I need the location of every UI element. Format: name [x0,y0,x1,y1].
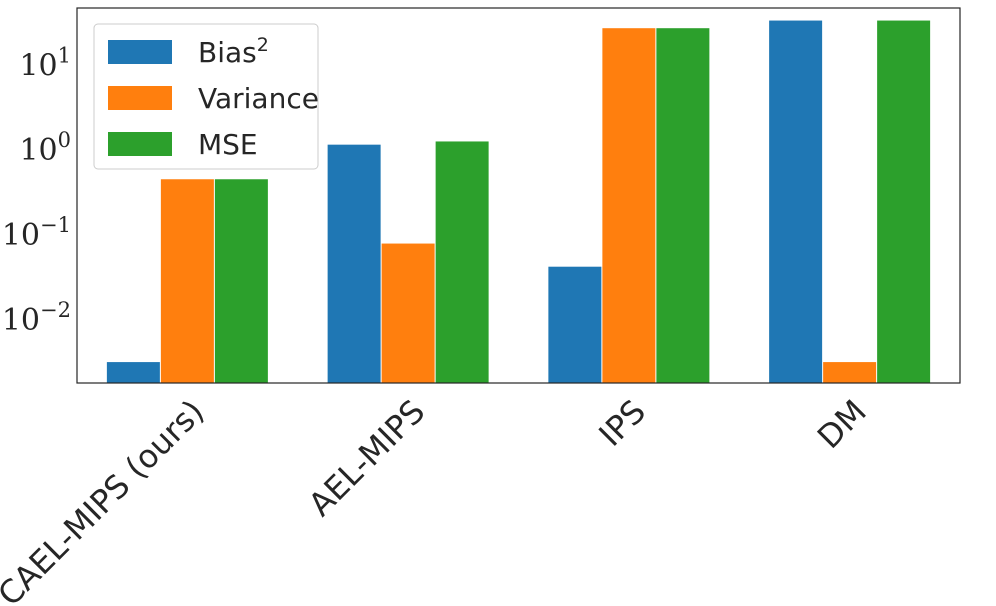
x-tick-label-dm: DM [810,392,874,456]
legend-label-mse: MSE [198,128,258,161]
legend-label-bias-superscript: 2 [257,34,269,56]
legend-swatch-mse [108,132,172,156]
bar-mse-ips [656,28,710,383]
bar-variance-dm [823,362,877,383]
y-tick-label: 100 [19,128,71,168]
bar-bias-cael-mips-ours [106,362,160,383]
y-tick-base: 10 [19,48,57,83]
y-tick-label: 101 [19,43,71,83]
legend-label-bias: Bias2 [198,34,269,69]
legend-swatch-variance [108,86,172,110]
bar-mse-ael-mips [435,141,489,383]
bars-layer [106,20,931,384]
x-tick-label-ael-mips: AEL-MIPS [301,392,432,523]
legend-swatch-bias [108,40,172,64]
bar-bias-ael-mips [327,144,381,383]
bar-variance-ael-mips [381,243,435,383]
axes-frame [76,7,961,384]
y-tick-base: 10 [19,133,57,168]
y-tick-exponent: 0 [58,128,71,152]
y-tick-label: 10−1 [2,213,71,253]
x-tick-label-cael-mips-ours: CAEL-MIPS (ours) [0,392,212,606]
bar-mse-dm [877,20,931,384]
legend-label-bias-name: Bias [198,36,257,69]
bar-bias-ips [548,266,602,383]
bar-variance-cael-mips-ours [160,179,214,383]
y-tick-exponent: −2 [40,298,71,322]
bar-variance-ips [602,28,656,383]
x-axis-tick-labels: CAEL-MIPS (ours) AEL-MIPS IPS DM [0,392,874,606]
x-tick-label-ips: IPS [591,392,653,454]
y-tick-exponent: −1 [40,213,71,237]
y-tick-label: 10−2 [2,298,71,338]
legend-label-variance: Variance [198,82,319,115]
y-tick-base: 10 [2,218,40,253]
bar-mse-cael-mips-ours [214,179,268,383]
y-tick-exponent: 1 [58,43,71,67]
legend: Bias2 Variance MSE [93,23,319,170]
bar-bias-dm [769,20,823,384]
y-tick-base: 10 [2,303,40,338]
